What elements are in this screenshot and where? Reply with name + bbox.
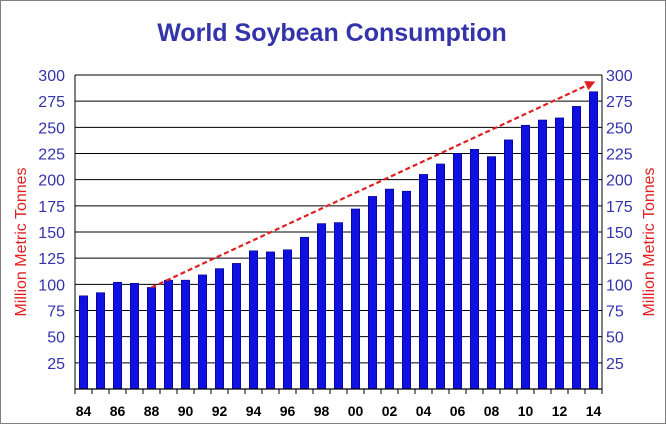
trend-arrow — [151, 81, 596, 289]
bar-04 — [418, 174, 428, 390]
y-tick-label-right: 225 — [606, 147, 633, 164]
bar-86 — [113, 281, 123, 390]
y-tick-label-right: 25 — [606, 356, 624, 373]
y-tick-label-left: 75 — [47, 304, 65, 321]
axes — [74, 75, 603, 394]
y-tick-label-right: 200 — [606, 173, 633, 190]
y-tick-label-left: 125 — [38, 251, 65, 268]
x-tick-label: 08 — [484, 403, 500, 419]
y-tick-label-right: 250 — [606, 120, 633, 137]
bar-92 — [215, 268, 225, 390]
bar-99 — [333, 222, 343, 390]
y-ticks-right: 25 50 75 100 125 150 175 200 225 250 275 300 — [606, 68, 633, 373]
bar-94 — [249, 250, 259, 390]
x-tick-label: 10 — [518, 403, 534, 419]
bar-95 — [265, 251, 275, 390]
bar-05 — [435, 163, 445, 390]
y-tick-label-right: 175 — [606, 199, 633, 216]
bar-06 — [452, 153, 462, 390]
x-tick-label: 94 — [246, 403, 262, 419]
bar-88 — [147, 287, 157, 390]
y-tick-label-right: 125 — [606, 251, 633, 268]
bar-02 — [384, 188, 394, 390]
bar-85 — [96, 292, 106, 390]
y-axis-label-left: Million Metric Tonnes — [13, 167, 30, 316]
bar-03 — [401, 190, 411, 390]
y-tick-label-left: 200 — [38, 173, 65, 190]
bar-89 — [164, 279, 174, 390]
bar-11 — [537, 119, 547, 390]
x-tick-label: 14 — [586, 403, 602, 419]
bar-87 — [130, 282, 140, 390]
x-ticks: 84 86 88 90 92 94 96 98 00 02 04 06 08 10 12 14 — [76, 403, 602, 419]
y-tick-label-left: 25 — [47, 356, 65, 373]
x-tick-label: 86 — [110, 403, 126, 419]
bar-00 — [350, 208, 360, 390]
bar-07 — [469, 149, 479, 390]
y-tick-label-left: 300 — [38, 68, 65, 85]
y-tick-label-left: 100 — [38, 277, 65, 294]
bar-13 — [571, 106, 581, 390]
x-tick-label: 96 — [280, 403, 296, 419]
bar-10 — [520, 124, 530, 390]
y-tick-label-left: 175 — [38, 199, 65, 216]
y-tick-label-right: 150 — [606, 225, 633, 242]
annotations — [151, 81, 596, 289]
x-tick-label: 90 — [178, 403, 194, 419]
y-tick-label-right: 100 — [606, 277, 633, 294]
bar-09 — [503, 139, 513, 390]
bar-97 — [299, 236, 309, 390]
y-tick-label-right: 275 — [606, 94, 633, 111]
chart-title: World Soybean Consumption — [157, 19, 507, 47]
x-tick-label: 04 — [416, 403, 432, 419]
bar-96 — [282, 249, 292, 390]
y-tick-label-left: 150 — [38, 225, 65, 242]
y-tick-label-right: 300 — [606, 68, 633, 85]
bars — [79, 91, 598, 390]
y-tick-label-left: 250 — [38, 120, 65, 137]
bar-08 — [486, 156, 496, 390]
y-axis-label-right: Million Metric Tonnes — [641, 167, 658, 316]
y-ticks-left: 25 50 75 100 125 150 175 200 225 250 275 300 — [38, 68, 65, 373]
x-tick-label: 88 — [144, 403, 160, 419]
bar-93 — [232, 263, 242, 390]
y-tick-label-right: 50 — [606, 330, 624, 347]
y-tick-label-right: 75 — [606, 304, 624, 321]
x-tick-label: 12 — [552, 403, 568, 419]
bar-01 — [367, 196, 377, 390]
y-tick-label-left: 50 — [47, 330, 65, 347]
bar-12 — [554, 117, 564, 390]
bar-90 — [181, 279, 191, 390]
x-tick-label: 02 — [382, 403, 398, 419]
y-tick-label-left: 275 — [38, 94, 65, 111]
bar-14 — [588, 91, 598, 390]
x-tick-label: 84 — [76, 403, 92, 419]
x-tick-label: 98 — [314, 403, 330, 419]
x-tick-label: 06 — [450, 403, 466, 419]
x-tick-label: 92 — [212, 403, 228, 419]
x-tick-label: 00 — [348, 403, 364, 419]
bar-98 — [316, 223, 326, 390]
bar-91 — [198, 274, 208, 390]
bar-84 — [79, 295, 89, 390]
y-tick-label-left: 225 — [38, 147, 65, 164]
